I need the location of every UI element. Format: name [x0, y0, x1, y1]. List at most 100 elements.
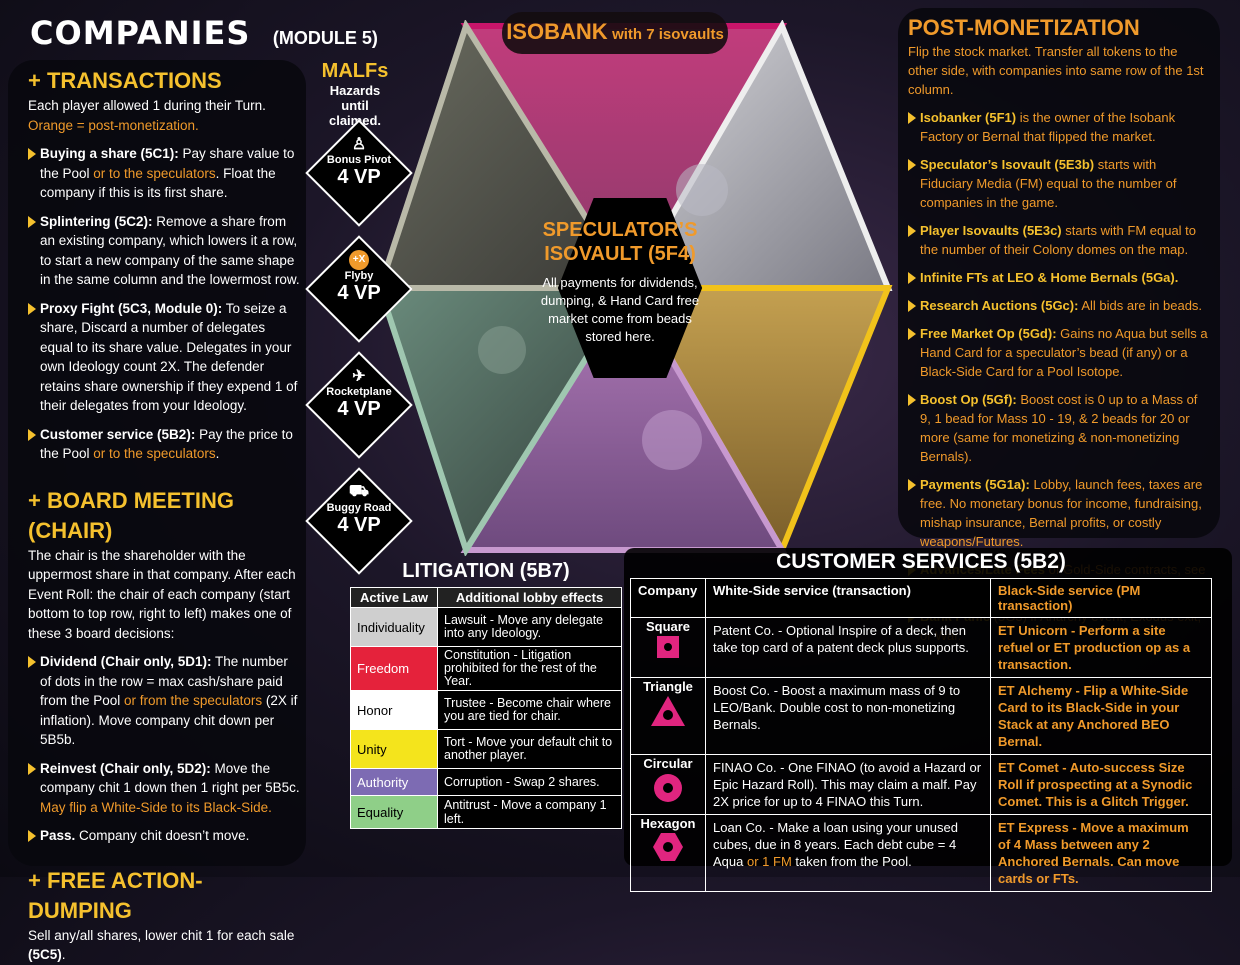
- litigation-heading: LITIGATION (5B7): [402, 560, 570, 582]
- board-item-pass: Pass. Company chit doesn’t move.: [28, 826, 300, 846]
- page-subtitle: (MODULE 5): [272, 28, 378, 48]
- header: COMPANIES (MODULE 5): [30, 14, 378, 52]
- transaction-item-customer-service: Customer service (5B2): Pay the price to…: [28, 425, 300, 464]
- station-dome: [642, 410, 702, 470]
- table-row: Individuality Lawsuit - Move any delegat…: [350, 607, 622, 647]
- square-shape-icon: [657, 636, 679, 658]
- hexagon-shape-icon: [653, 833, 683, 861]
- law-cell: Equality: [350, 795, 438, 829]
- pm-item-title: Speculator’s Isovault (5E3b): [920, 157, 1095, 172]
- free-action-ref: (5C5): [28, 947, 62, 962]
- bullet-triangle-icon: [908, 300, 916, 312]
- bullet-triangle-icon: [908, 479, 916, 491]
- white-service-text: Loan Co. - Make a loan using your unused…: [713, 820, 958, 869]
- transaction-item-proxy-fight: Proxy Fight (5C3, Module 0): To seize a …: [28, 299, 300, 416]
- item-title: Proxy Fight (5C3, Module 0):: [40, 300, 223, 316]
- malf-rocketplane: ✈ Rocketplane 4 VP: [304, 350, 414, 460]
- effect-cell: Tort - Move your default chit to another…: [437, 729, 622, 769]
- litigation-table: Active Law Additional lobby effects Indi…: [350, 587, 622, 829]
- pm-item: Payments (5G1a): Lobby, launch fees, tax…: [908, 475, 1210, 551]
- pm-item-text: Lobby, launch fees, taxes are free. No m…: [920, 477, 1203, 549]
- free-action-text: Sell any/all shares, lower chit 1 for ea…: [28, 926, 300, 965]
- post-monetization-panel: [898, 8, 1220, 538]
- rocketplane-icon: ✈: [352, 368, 366, 385]
- item-orange: or from the speculators: [120, 693, 263, 708]
- malf-name: Rocketplane: [326, 386, 392, 398]
- bullet-triangle-icon: [28, 830, 36, 842]
- board-meeting-intro: The chair is the shareholder with the up…: [28, 547, 296, 641]
- effect-cell: Antitrust - Move a company 1 left.: [437, 795, 622, 829]
- speculator-hexagon: [557, 198, 703, 378]
- company-cell: Circular: [630, 754, 706, 815]
- triangle-shape-icon: [651, 696, 685, 726]
- column-header: Company: [630, 578, 706, 618]
- item-title: Customer service (5B2):: [40, 426, 196, 442]
- station-dome: [676, 164, 728, 216]
- item-text: Pay the price to the Pool: [40, 426, 293, 462]
- malf-vp: 4 VP: [337, 398, 381, 420]
- isobank-banner: ISOBANK with 7 isovaults: [502, 12, 728, 54]
- table-row: Triangle Boost Co. - Boost a maximum mas…: [630, 677, 1212, 755]
- white-service-orange: or 1 FM: [746, 854, 792, 869]
- pm-item-title: Free Market Op (5Gd):: [920, 326, 1057, 341]
- malf-name: Bonus Pivot: [326, 154, 392, 166]
- speculator-text: All payments for dividends, dumping, & H…: [540, 275, 700, 344]
- station-dome: [478, 326, 526, 374]
- post-monetization-intro: Flip the stock market. Transfer all toke…: [908, 44, 1204, 97]
- game-reference-card: { "header": { "title": "COMPANIES", "sub…: [0, 0, 1240, 923]
- law-cell: Unity: [350, 729, 438, 769]
- black-service-cell: ET Comet - Auto-success Size Roll if pro…: [990, 754, 1212, 815]
- pm-item-text: starts with FM equal to the number of th…: [920, 223, 1197, 257]
- malf-name: Buggy Road: [326, 502, 392, 514]
- effect-cell: Constitution - Litigation prohibited for…: [437, 646, 622, 691]
- pm-item-title: Payments (5G1a):: [920, 477, 1030, 492]
- company-cell: Hexagon: [630, 814, 706, 892]
- item-title: Dividend (Chair only, 5D1):: [40, 654, 212, 669]
- transactions-section: + TRANSACTIONS Each player allowed 1 dur…: [28, 66, 300, 965]
- table-row: Honor Trustee - Become chair where you a…: [350, 690, 622, 730]
- white-service-cell: Patent Co. - Optional Inspire of a deck,…: [705, 617, 991, 678]
- pm-item-title: Boost Op (5Gf):: [920, 392, 1017, 407]
- table-row: Hexagon Loan Co. - Make a loan using you…: [630, 814, 1212, 892]
- circle-shape-icon: [654, 774, 682, 802]
- malf-vp: 4 VP: [337, 282, 381, 304]
- table-row: Square Patent Co. - Optional Inspire of …: [630, 617, 1212, 678]
- pm-item-title: Player Isovaults (5E3c): [920, 223, 1062, 238]
- table-header-row: Active Law Additional lobby effects: [350, 587, 622, 608]
- page-title: COMPANIES: [30, 14, 251, 52]
- table-row: Equality Antitrust - Move a company 1 le…: [350, 795, 622, 829]
- item-rest: . Float the company if this is its first…: [40, 165, 276, 201]
- table-row: Circular FINAO Co. - One FINAO (to avoid…: [630, 754, 1212, 815]
- malf-vp: 4 VP: [337, 166, 381, 188]
- malf-buggy-road: ⛟ Buggy Road 4 VP: [304, 466, 414, 576]
- law-cell: Individuality: [350, 607, 438, 647]
- malf-name: Flyby: [344, 270, 374, 282]
- black-service-cell: ET Alchemy - Flip a White-Side Card to i…: [990, 677, 1212, 755]
- bullet-triangle-icon: [28, 148, 36, 160]
- item-title: Buying a share (5C1):: [40, 146, 179, 161]
- malf-label: +X Flyby 4 VP: [304, 250, 414, 305]
- bullet-triangle-icon: [908, 112, 916, 124]
- pm-item-text: All bids are in beads.: [1078, 298, 1203, 313]
- post-monetization-heading: POST-MONETIZATION: [908, 15, 1140, 40]
- isobank-title: ISOBANK: [506, 19, 608, 44]
- item-text: Company chit doesn’t move.: [75, 828, 250, 843]
- table-row: Authority Corruption - Swap 2 shares.: [350, 768, 622, 796]
- buggy-icon: ⛟: [348, 483, 370, 500]
- litigation-section: LITIGATION (5B7) Active Law Additional l…: [350, 560, 622, 829]
- bullet-triangle-icon: [28, 215, 36, 228]
- table-header-row: Company White-Side service (transaction)…: [630, 578, 1212, 618]
- white-service-cell: FINAO Co. - One FINAO (to avoid a Hazard…: [705, 754, 991, 815]
- column-header: Additional lobby effects: [437, 587, 622, 608]
- free-action-end: .: [61, 947, 66, 962]
- bullet-triangle-icon: [28, 656, 36, 668]
- board-item-dividend: Dividend (Chair only, 5D1): The number o…: [28, 652, 300, 750]
- law-cell: Authority: [350, 768, 438, 796]
- malf-label: ⛟ Buggy Road 4 VP: [304, 482, 414, 537]
- company-cell: Triangle: [630, 677, 706, 755]
- item-title: Reinvest (Chair only, 5D2):: [40, 760, 211, 776]
- malf-vp: 4 VP: [337, 514, 381, 536]
- transactions-intro: Each player allowed 1 during their Turn.: [28, 98, 266, 113]
- malfs-sub: Hazards until claimed.: [328, 83, 382, 128]
- malf-flyby: +X Flyby 4 VP: [304, 234, 414, 344]
